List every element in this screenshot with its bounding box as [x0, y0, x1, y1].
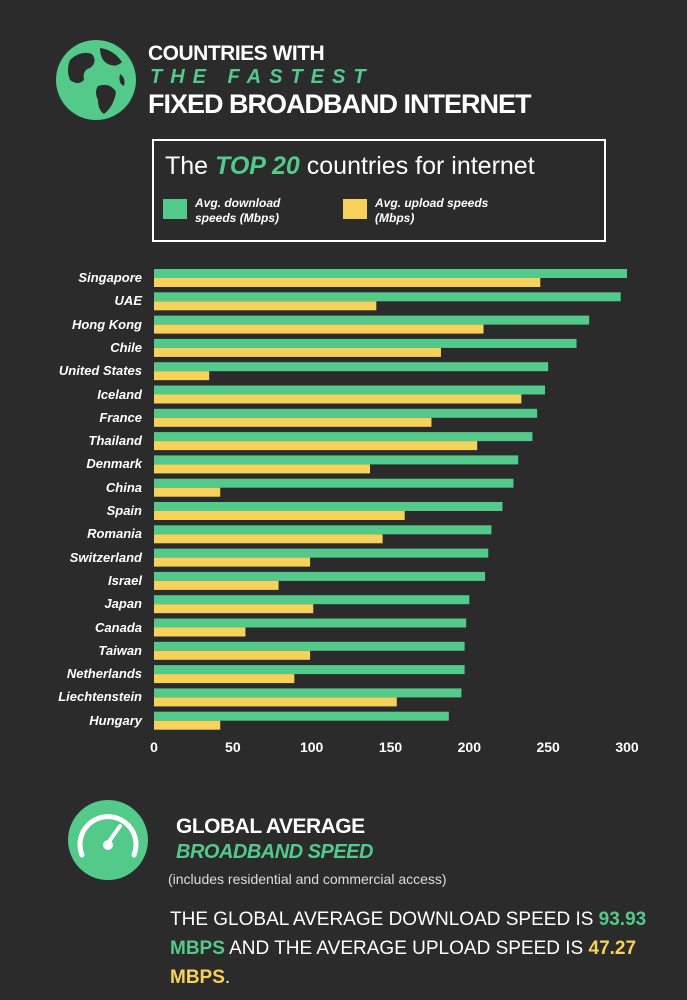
legend-box — [152, 139, 606, 242]
category-label: Chile — [110, 339, 142, 355]
legend-label: Avg. download speeds (Mbps) — [195, 196, 281, 225]
x-tick-label: 250 — [536, 739, 560, 755]
bar — [154, 487, 221, 497]
subtitle-highlight: TOP 20 — [215, 152, 300, 180]
bar — [154, 627, 246, 637]
bar — [154, 478, 514, 488]
bar — [154, 618, 467, 628]
x-tick-label: 300 — [615, 739, 639, 755]
title-line: THE FASTEST — [150, 66, 374, 88]
legend-label: Avg. upload speeds (Mbps) — [375, 196, 489, 225]
category-label: Switzerland — [69, 549, 142, 565]
bar — [154, 455, 519, 465]
x-tick-label: 50 — [225, 739, 241, 755]
bar — [154, 292, 621, 302]
bar — [154, 278, 541, 287]
x-tick-label: 100 — [299, 739, 324, 755]
bar — [154, 269, 627, 278]
footer-title: GLOBAL AVERAGE — [176, 815, 365, 838]
bar — [154, 408, 538, 418]
category-label: Israel — [108, 572, 142, 588]
bar — [154, 641, 465, 651]
title-line: FIXED BROADBAND INTERNET — [148, 89, 532, 119]
bar — [154, 385, 546, 395]
legend-swatch — [343, 199, 367, 219]
bar — [154, 688, 462, 698]
x-tick-label: 200 — [457, 739, 481, 755]
bar — [154, 674, 295, 684]
bar — [154, 347, 441, 357]
category-label: United States — [58, 363, 142, 379]
bar — [154, 525, 492, 535]
bar — [154, 697, 397, 707]
text-part: THE GLOBAL AVERAGE DOWNLOAD SPEED IS — [170, 909, 599, 930]
bar — [154, 720, 221, 730]
category-label: China — [105, 479, 142, 495]
bar — [154, 394, 522, 404]
category-label: Iceland — [97, 386, 142, 402]
bar — [154, 650, 311, 660]
category-label: France — [99, 409, 142, 425]
chart-subtitle: The TOP 20 countries for internet — [165, 152, 535, 181]
bar — [154, 432, 533, 442]
footer-title: BROADBAND SPEED — [176, 841, 373, 863]
bar — [154, 324, 484, 334]
bar — [154, 571, 486, 581]
bar — [154, 711, 449, 721]
category-label: Spain — [106, 503, 142, 518]
category-label: Japan — [104, 596, 142, 612]
category-label: Taiwan — [98, 642, 142, 658]
bar — [154, 511, 405, 520]
bar — [154, 441, 478, 451]
footer-text: THE GLOBAL AVERAGE DOWNLOAD SPEED IS 93.… — [170, 905, 670, 992]
category-label: Netherlands — [66, 666, 142, 682]
bar — [154, 604, 314, 614]
category-label: UAE — [114, 293, 142, 309]
bar — [154, 371, 210, 381]
speedometer-icon — [68, 800, 148, 880]
bar — [154, 534, 383, 544]
upload-figure: 47.27 MBPS — [170, 938, 637, 988]
subtitle-part: countries for internet — [306, 152, 535, 180]
text-part: AND THE AVERAGE UPLOAD SPEED IS — [224, 938, 589, 959]
category-label: Hungary — [89, 712, 142, 728]
category-label: Romania — [87, 526, 142, 542]
download-figure: 93.93 MBPS — [170, 909, 647, 959]
bar — [154, 417, 432, 427]
title-line: COUNTRIES WITH — [148, 42, 325, 65]
x-tick-label: 0 — [150, 739, 158, 755]
bar — [154, 338, 577, 348]
bar — [154, 301, 377, 311]
bar — [154, 362, 549, 372]
category-label: Canada — [95, 619, 142, 635]
category-label: Hong Kong — [71, 316, 142, 332]
bar — [154, 595, 470, 605]
text-part: . — [224, 967, 231, 988]
legend-swatch — [163, 199, 187, 219]
category-label: Singapore — [78, 270, 142, 285]
category-label: Liechtenstein — [58, 689, 142, 705]
bar — [154, 315, 590, 325]
x-tick-label: 150 — [378, 739, 403, 755]
category-label: Thailand — [88, 433, 142, 449]
bar — [154, 548, 489, 558]
bar — [154, 464, 371, 474]
globe-icon — [56, 40, 136, 120]
category-label: Denmark — [86, 456, 142, 472]
bar — [154, 580, 279, 590]
bar — [154, 502, 503, 511]
bar — [154, 557, 311, 567]
bar — [154, 665, 465, 675]
subtitle-part: The — [165, 152, 209, 180]
footer-note: (includes residential and commercial acc… — [168, 871, 447, 887]
